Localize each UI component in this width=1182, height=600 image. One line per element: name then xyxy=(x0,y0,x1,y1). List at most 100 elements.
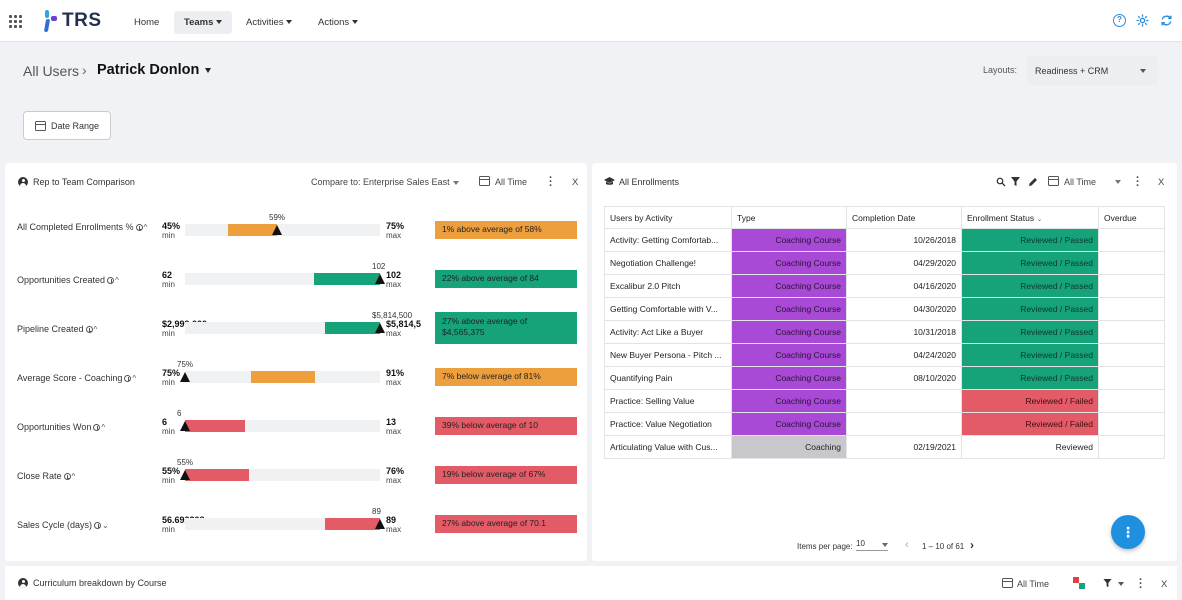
help-icon[interactable]: ? xyxy=(1113,14,1126,27)
calendar-icon xyxy=(35,121,46,131)
fab-more-button[interactable]: ⋮ xyxy=(1111,515,1145,549)
metric-label-text: All Completed Enrollments % xyxy=(17,222,134,232)
chevron-icon[interactable]: ^ xyxy=(101,423,106,432)
metric-min-value: $2,999,000 xyxy=(162,319,207,329)
activity-cell[interactable]: Practice: Selling Value xyxy=(604,389,732,413)
time-filter[interactable]: All Time xyxy=(1017,579,1050,589)
clock-icon[interactable] xyxy=(85,326,93,334)
chevron-down-icon[interactable] xyxy=(1115,180,1121,184)
page-header: All Users › Patrick Donlon Layouts: Read… xyxy=(0,43,1182,101)
table-row[interactable]: Practice: Value Negotiation Coaching Cour… xyxy=(604,412,1165,436)
completion-date-cell: 10/31/2018 xyxy=(846,320,962,344)
table-row[interactable]: Articulating Value with Cus... Coaching 02… xyxy=(604,435,1165,459)
metric-range-fill xyxy=(185,420,245,432)
chevron-icon[interactable]: ^ xyxy=(143,223,148,232)
metric-label: Close Rate ^ xyxy=(17,471,152,482)
chevron-down-icon[interactable] xyxy=(1118,582,1124,586)
more-options-icon[interactable]: · · · xyxy=(1139,574,1143,594)
metric-marker-label: 59% xyxy=(269,213,286,222)
pencil-icon[interactable] xyxy=(1028,177,1038,189)
calendar-icon[interactable] xyxy=(479,176,490,186)
chevron-icon[interactable]: ^ xyxy=(93,325,98,334)
clock-icon[interactable] xyxy=(107,277,115,285)
activity-cell[interactable]: Articulating Value with Cus... xyxy=(604,435,732,459)
breadcrumb-all-users[interactable]: All Users xyxy=(23,63,80,79)
next-page-button[interactable]: › xyxy=(970,538,974,552)
trs-logo[interactable]: TRS xyxy=(42,10,102,32)
time-filter[interactable]: All Time xyxy=(495,177,528,187)
metric-label-text: Opportunities Created xyxy=(17,275,106,285)
chevron-icon[interactable]: ^ xyxy=(115,276,119,285)
curriculum-card: Curriculum breakdown by Course All Time … xyxy=(5,566,1177,600)
metric-min: 55% min xyxy=(162,466,180,486)
column-header-status[interactable]: Enrollment Status ⌄ xyxy=(961,206,1099,229)
calendar-icon[interactable] xyxy=(1002,578,1013,588)
clock-icon[interactable] xyxy=(94,522,102,530)
metric-min-sub: min xyxy=(162,378,175,387)
clock-icon[interactable] xyxy=(93,424,101,432)
metric-label: Average Score - Coaching ^ xyxy=(17,373,152,384)
table-row[interactable]: Getting Comfortable with V... Coaching Co… xyxy=(604,297,1165,321)
type-cell: Coaching Course xyxy=(731,228,847,252)
close-card-button[interactable]: X xyxy=(1158,177,1165,188)
chevron-icon[interactable]: ⌄ xyxy=(102,521,109,530)
nav-activities[interactable]: Activities xyxy=(236,11,302,34)
metric-range-fill xyxy=(251,371,315,383)
activity-cell[interactable]: Activity: Getting Comfortab... xyxy=(604,228,732,252)
metric-marker-label: 102 xyxy=(372,262,386,271)
prev-page-button[interactable]: ‹ xyxy=(905,539,909,551)
time-filter[interactable]: All Time xyxy=(1064,177,1097,187)
column-header[interactable]: Completion Date xyxy=(846,206,962,229)
metric-marker-icon xyxy=(272,225,282,235)
chart-legend-icon[interactable] xyxy=(1073,577,1085,589)
table-row[interactable]: Excalibur 2.0 Pitch Coaching Course 04/16/… xyxy=(604,274,1165,298)
table-row[interactable]: Activity: Getting Comfortab... Coaching C… xyxy=(604,228,1165,252)
items-per-page-select[interactable]: 10 xyxy=(856,539,888,551)
nav-actions-label: Actions xyxy=(318,17,350,28)
metric-max-value: $5,814,5 xyxy=(386,319,422,329)
close-card-button[interactable]: X xyxy=(1161,579,1168,590)
more-options-icon[interactable]: · · · xyxy=(1136,172,1140,192)
compare-to-select[interactable]: Compare to: Enterprise Sales East xyxy=(311,177,459,187)
activity-cell[interactable]: Practice: Value Negotiation xyxy=(604,412,732,436)
layouts-select[interactable]: Readiness + CRM xyxy=(1027,56,1158,85)
table-row[interactable]: Activity: Act Like a Buyer Coaching Cours… xyxy=(604,320,1165,344)
table-row[interactable]: Negotiation Challenge! Coaching Course 04/… xyxy=(604,251,1165,275)
table-row[interactable]: New Buyer Persona - Pitch ... Coaching Co… xyxy=(604,343,1165,367)
calendar-icon[interactable] xyxy=(1048,176,1059,186)
clock-icon[interactable] xyxy=(63,473,71,481)
user-dropdown-icon[interactable] xyxy=(205,68,211,73)
date-range-button[interactable]: Date Range xyxy=(23,111,111,140)
clock-icon[interactable] xyxy=(135,224,143,232)
activity-cell[interactable]: Negotiation Challenge! xyxy=(604,251,732,275)
clock-icon[interactable] xyxy=(124,375,132,383)
activity-cell[interactable]: Activity: Act Like a Buyer xyxy=(604,320,732,344)
column-header[interactable]: Overdue xyxy=(1098,206,1165,229)
nav-actions[interactable]: Actions xyxy=(308,11,368,34)
activity-cell[interactable]: Quantifying Pain xyxy=(604,366,732,390)
table-row[interactable]: Quantifying Pain Coaching Course 08/10/202… xyxy=(604,366,1165,390)
column-header[interactable]: Users by Activity xyxy=(604,206,732,229)
gear-icon[interactable] xyxy=(1136,14,1149,27)
column-header[interactable]: Type xyxy=(731,206,847,229)
page-title[interactable]: Patrick Donlon xyxy=(97,62,200,78)
refresh-icon[interactable] xyxy=(1160,14,1173,27)
metric-label-text: Opportunities Won xyxy=(17,422,92,432)
type-cell: Coaching Course xyxy=(731,412,847,436)
activity-cell[interactable]: Excalibur 2.0 Pitch xyxy=(604,274,732,298)
table-row[interactable]: Practice: Selling Value Coaching Course Re… xyxy=(604,389,1165,413)
chevron-icon[interactable]: ^ xyxy=(132,374,137,383)
app-grid-icon[interactable] xyxy=(9,15,22,28)
chevron-icon[interactable]: ^ xyxy=(71,472,76,481)
overdue-cell xyxy=(1098,228,1165,252)
nav-home[interactable]: Home xyxy=(134,17,160,28)
filter-icon[interactable] xyxy=(1103,579,1112,590)
activity-cell[interactable]: Getting Comfortable with V... xyxy=(604,297,732,321)
filter-icon[interactable] xyxy=(1011,177,1020,189)
close-card-button[interactable]: X xyxy=(572,177,579,188)
nav-teams[interactable]: Teams xyxy=(174,11,233,34)
search-icon[interactable] xyxy=(996,177,1006,189)
metric-marker-label: 89 xyxy=(372,507,381,516)
more-options-icon[interactable]: · · · xyxy=(549,172,553,192)
activity-cell[interactable]: New Buyer Persona - Pitch ... xyxy=(604,343,732,367)
